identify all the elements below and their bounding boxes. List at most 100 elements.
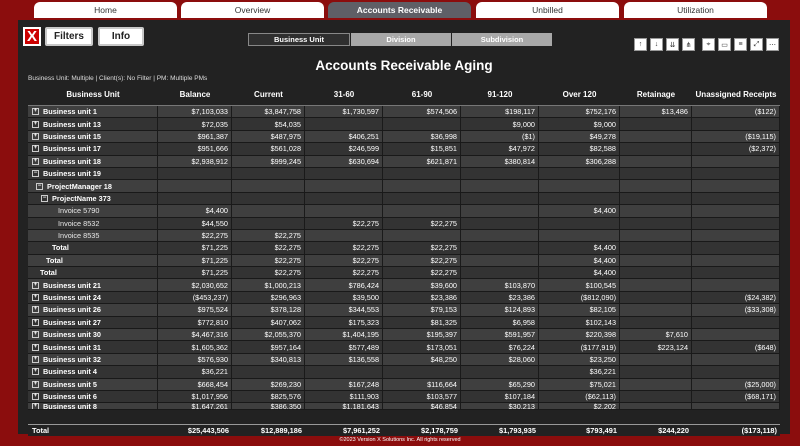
row-label[interactable]: + Business unit 8: [28, 403, 158, 410]
row-label[interactable]: + Business unit 31: [28, 341, 158, 353]
filter-icon[interactable]: ≡: [734, 38, 747, 51]
table-row[interactable]: − ProjectName 373: [28, 192, 780, 206]
expand-icon[interactable]: +: [32, 120, 39, 128]
drill-up-icon[interactable]: ↑: [634, 38, 647, 51]
row-label[interactable]: + Business unit 21: [28, 279, 158, 291]
column-header[interactable]: 91-120: [487, 90, 513, 99]
expand-icon[interactable]: +: [32, 145, 39, 153]
segment-division[interactable]: Division: [351, 33, 451, 46]
comment-icon[interactable]: ▭: [718, 38, 731, 51]
table-row[interactable]: + Business unit 18 $2,938,912 $999,245 $630,…: [28, 155, 780, 168]
collapse-icon[interactable]: −: [32, 170, 39, 178]
invoice-row[interactable]: Invoice 5790 $4,400 $4,400: [28, 205, 780, 218]
more-options-icon[interactable]: ⋯: [766, 38, 779, 51]
expand-icon[interactable]: +: [32, 132, 39, 140]
value-cell: [305, 167, 383, 180]
row-label[interactable]: + Business unit 13: [28, 118, 158, 130]
row-label[interactable]: + Business unit 27: [28, 316, 158, 329]
value-cell: [383, 205, 461, 217]
subtotal-row[interactable]: Total $71,225 $22,275 $22,275 $22,275 $4,400: [28, 267, 780, 280]
table-row[interactable]: + Business unit 1 $7,103,033 $3,847,758 $1,7…: [28, 106, 780, 119]
expand-icon[interactable]: +: [32, 294, 39, 302]
tab-unbilled[interactable]: Unbilled: [476, 2, 619, 18]
expand-icon[interactable]: +: [32, 356, 39, 363]
table-row[interactable]: + Business unit 30 $4,467,316 $2,055,370 $1,…: [28, 329, 780, 342]
table-row[interactable]: + Business unit 21 $2,030,652 $1,000,213 $78…: [28, 279, 780, 292]
expand-level-icon[interactable]: ⇊: [666, 38, 679, 51]
column-header[interactable]: Business Unit: [66, 90, 120, 99]
table-row[interactable]: + Business unit 17 $951,666 $561,028 $246,59…: [28, 143, 780, 156]
expand-icon[interactable]: +: [32, 393, 39, 401]
table-row[interactable]: + Business unit 15 $961,387 $487,975 $406,25…: [28, 130, 780, 144]
value-cell: $3,847,758: [232, 106, 305, 118]
column-header[interactable]: Current: [254, 90, 283, 99]
table-row[interactable]: + Business unit 26 $975,524 $378,128 $344,55…: [28, 304, 780, 317]
row-label[interactable]: + Business unit 24: [28, 291, 158, 304]
row-label[interactable]: + Business unit 30: [28, 329, 158, 341]
table-row[interactable]: + Business unit 6 $1,017,956 $825,576 $111,9…: [28, 390, 780, 404]
table-row[interactable]: − ProjectManager 18: [28, 180, 780, 193]
invoice-row[interactable]: Invoice 8532 $44,550 $22,275 $22,275: [28, 217, 780, 230]
row-label[interactable]: + Business unit 5: [28, 378, 158, 390]
segment-business-unit[interactable]: Business Unit: [248, 33, 350, 46]
column-header[interactable]: Unassigned Receipts: [695, 90, 777, 99]
filters-button[interactable]: Filters: [45, 27, 93, 46]
tab-home[interactable]: Home: [34, 2, 177, 18]
table-row[interactable]: + Business unit 5 $668,454 $269,230 $167,248…: [28, 378, 780, 391]
subtotal-row[interactable]: Total $71,225 $22,275 $22,275 $22,275 $4,400: [28, 254, 780, 268]
expand-icon[interactable]: +: [32, 380, 39, 388]
table-row[interactable]: + Business unit 24 ($453,237) $296,963 $39,5…: [28, 291, 780, 305]
value-cell: $107,184: [461, 390, 539, 403]
invoice-row[interactable]: Invoice 8535 $22,275 $22,275: [28, 229, 780, 243]
expand-icon[interactable]: +: [32, 331, 39, 339]
row-label[interactable]: + Business unit 18: [28, 155, 158, 167]
drill-down-icon[interactable]: ↓: [650, 38, 663, 51]
table-row[interactable]: + Business unit 32 $576,930 $340,813 $136,55…: [28, 353, 780, 367]
expand-icon[interactable]: +: [32, 281, 39, 289]
expand-icon[interactable]: +: [32, 306, 39, 314]
row-label[interactable]: − ProjectManager 18: [28, 180, 158, 192]
hierarchy-icon[interactable]: ⋔: [682, 38, 695, 51]
segment-subdivision[interactable]: Subdivision: [452, 33, 552, 46]
value-cell: [383, 366, 461, 378]
column-header[interactable]: 61-90: [411, 90, 433, 99]
expand-icon[interactable]: +: [32, 343, 39, 351]
expand-icon[interactable]: +: [32, 157, 39, 165]
column-header[interactable]: Balance: [179, 90, 211, 99]
row-label[interactable]: + Business unit 15: [28, 130, 158, 143]
expand-icon[interactable]: +: [32, 318, 39, 326]
row-label-text: Business unit 32: [43, 355, 101, 364]
column-header[interactable]: 31-60: [333, 90, 355, 99]
total-cell: ($173,118): [741, 426, 777, 435]
tab-accounts-receivable[interactable]: Accounts Receivable: [328, 2, 471, 18]
tab-utilization[interactable]: Utilization: [624, 2, 767, 18]
row-label[interactable]: + Business unit 1: [28, 106, 158, 118]
pin-icon[interactable]: ⌖: [702, 38, 715, 51]
filter-summary: Business Unit: Multiple | Client(s): No …: [28, 75, 208, 82]
tab-overview[interactable]: Overview: [181, 2, 324, 18]
row-label[interactable]: + Business unit 4: [28, 366, 158, 378]
table-row[interactable]: + Business unit 27 $772,810 $407,062 $175,32…: [28, 316, 780, 330]
row-label[interactable]: + Business unit 32: [28, 353, 158, 366]
table-row[interactable]: + Business unit 4 $36,221 $36,221: [28, 366, 780, 379]
collapse-icon[interactable]: −: [41, 194, 48, 202]
table-row[interactable]: + Business unit 31 $1,605,362 $957,164 $577,…: [28, 341, 780, 354]
value-cell: $9,000: [539, 118, 620, 130]
row-label[interactable]: − ProjectName 373: [28, 192, 158, 205]
table-row[interactable]: − Business unit 19: [28, 167, 780, 181]
column-header[interactable]: Over 120: [562, 90, 597, 99]
row-label[interactable]: − Business unit 19: [28, 167, 158, 180]
row-label[interactable]: + Business unit 26: [28, 304, 158, 316]
row-label[interactable]: + Business unit 17: [28, 143, 158, 155]
expand-icon[interactable]: +: [32, 368, 39, 376]
expand-icon[interactable]: +: [32, 108, 39, 116]
column-header[interactable]: Retainage: [636, 90, 676, 99]
collapse-icon[interactable]: −: [36, 182, 43, 190]
focus-mode-icon[interactable]: ⤢: [750, 38, 763, 51]
row-label[interactable]: + Business unit 6: [28, 390, 158, 403]
subtotal-row[interactable]: Total $71,225 $22,275 $22,275 $22,275 $4,400: [28, 242, 780, 255]
info-button[interactable]: Info: [98, 27, 144, 46]
table-row[interactable]: + Business unit 8 $1,647,261 $386,350 $1,181…: [28, 403, 780, 411]
table-row[interactable]: + Business unit 13 $72,035 $54,035 $9,000 $9,…: [28, 118, 780, 131]
expand-icon[interactable]: +: [32, 403, 39, 410]
